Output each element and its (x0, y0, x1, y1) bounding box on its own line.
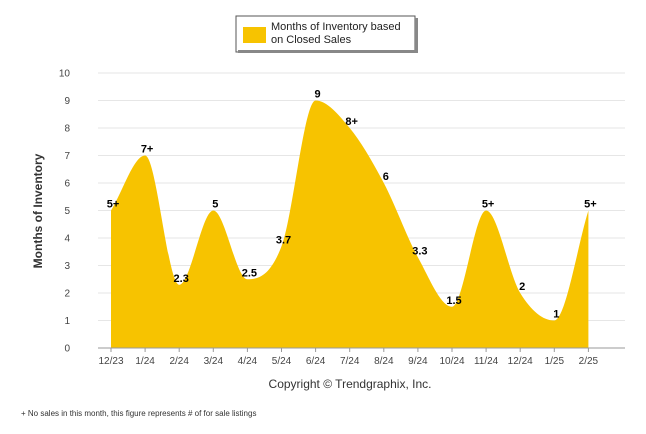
series-area (111, 100, 589, 348)
y-tick-label: 7 (64, 151, 70, 162)
x-tick-label: 7/24 (340, 356, 360, 367)
data-labels: 5+ 7+ 2.3 5 2.5 3.7 9 8+ 6 3.3 1.5 5+ 2 1 5+ (107, 89, 597, 321)
x-tick-label: 1/24 (135, 356, 155, 367)
data-label: 2 (519, 281, 525, 293)
y-tick-label: 5 (64, 206, 70, 217)
legend-shadow-side (415, 18, 418, 53)
copyright-credit: Copyright © Trendgraphix, Inc. (269, 377, 432, 391)
data-label: 5+ (584, 199, 597, 211)
x-tick-label: 10/24 (439, 356, 464, 367)
footnote: + No sales in this month, this figure re… (21, 409, 256, 418)
data-label: 2.3 (174, 273, 189, 285)
y-axis-title: Months of Inventory (31, 153, 45, 268)
y-tick-label: 4 (64, 234, 70, 245)
data-label: 3.7 (276, 234, 291, 246)
x-tick-label: 9/24 (408, 356, 428, 367)
data-label: 5+ (107, 199, 120, 211)
data-label: 6 (383, 171, 389, 183)
y-tick-label: 9 (64, 96, 70, 107)
x-tick-label: 12/23 (98, 356, 123, 367)
data-label: 9 (315, 89, 321, 101)
y-tick-label: 2 (64, 289, 70, 300)
data-label: 1 (553, 309, 559, 321)
x-tick-label: 5/24 (272, 356, 292, 367)
y-tick-label: 0 (64, 344, 70, 355)
legend-swatch (243, 27, 266, 43)
y-tick-label: 3 (64, 261, 70, 272)
x-axis-ticks: 12/23 1/24 2/24 3/24 4/24 5/24 6/24 7/24 8/24 9/2… (98, 348, 599, 367)
y-tick-label: 8 (64, 124, 70, 135)
y-tick-label: 6 (64, 179, 70, 190)
data-label: 8+ (345, 116, 358, 128)
legend-label-line2: on Closed Sales (271, 34, 352, 46)
x-tick-label: 2/24 (169, 356, 189, 367)
y-tick-label: 10 (59, 69, 71, 80)
x-tick-label: 11/24 (474, 356, 499, 367)
x-tick-label: 12/24 (508, 356, 533, 367)
data-label: 3.3 (412, 245, 427, 257)
x-tick-label: 1/25 (545, 356, 565, 367)
y-axis-ticks: 0 1 2 3 4 5 6 7 8 9 10 (59, 69, 71, 355)
data-label: 7+ (141, 144, 154, 156)
x-tick-label: 8/24 (374, 356, 394, 367)
legend-shadow (238, 50, 417, 53)
legend: Months of Inventory based on Closed Sale… (235, 15, 418, 53)
data-label: 5+ (482, 199, 495, 211)
legend-label-line1: Months of Inventory based (271, 21, 401, 33)
x-tick-label: 3/24 (204, 356, 224, 367)
y-tick-label: 1 (64, 316, 70, 327)
data-label: 5 (212, 199, 218, 211)
data-label: 2.5 (242, 267, 257, 279)
x-tick-label: 6/24 (306, 356, 326, 367)
x-tick-label: 2/25 (579, 356, 599, 367)
x-tick-label: 4/24 (238, 356, 258, 367)
data-label: 1.5 (446, 295, 461, 307)
